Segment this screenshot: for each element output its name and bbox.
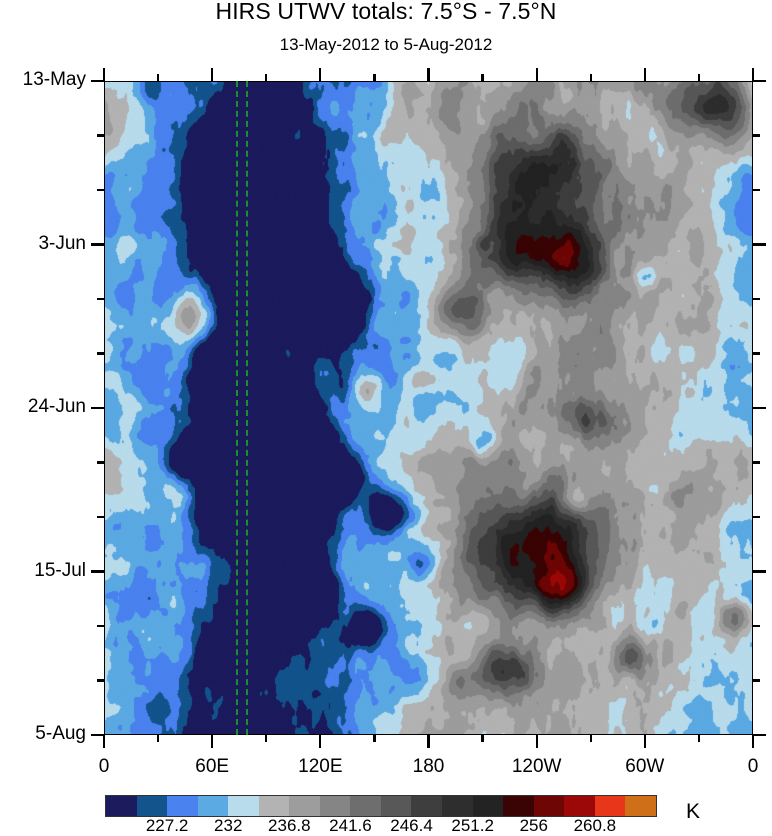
y-axis-major-tick xyxy=(91,570,104,573)
y-axis-minor-tick xyxy=(97,679,104,682)
x-axis-major-tick xyxy=(535,735,538,748)
x-axis-minor-tick-top xyxy=(697,74,700,81)
x-axis-major-tick xyxy=(211,735,214,748)
figure-subtitle: 13-May-2012 to 5-Aug-2012 xyxy=(279,35,493,54)
y-axis-tick-label: 13-May xyxy=(22,69,86,90)
x-axis-tick-label: 0 xyxy=(98,756,110,777)
x-axis-major-tick xyxy=(102,735,106,748)
colorbar-swatch[interactable] xyxy=(167,796,198,816)
x-axis-minor-tick xyxy=(697,735,700,742)
colorbar-swatch[interactable] xyxy=(564,796,595,816)
x-axis-tick-label: 120W xyxy=(511,756,562,777)
y-axis-major-tick-right xyxy=(753,733,766,737)
x-axis-tick-label: 0 xyxy=(747,756,759,777)
colorbar-tick-label: 227.2 xyxy=(145,816,189,835)
colorbar-swatch[interactable] xyxy=(350,796,381,816)
y-axis-major-tick-right xyxy=(753,570,766,573)
x-axis-minor-tick xyxy=(156,735,160,742)
x-axis-tick-label: 180 xyxy=(412,756,445,777)
y-axis-minor-tick xyxy=(97,461,104,464)
x-axis-minor-tick xyxy=(373,735,376,742)
y-axis-minor-tick-right xyxy=(753,624,760,628)
colorbar-swatch[interactable] xyxy=(228,796,259,816)
x-axis-minor-tick xyxy=(589,735,592,742)
colorbar-swatch[interactable] xyxy=(411,796,443,816)
colorbar-tick-label: 236.8 xyxy=(268,816,311,835)
x-axis-major-tick-top xyxy=(211,68,214,81)
colorbar-swatch[interactable] xyxy=(258,796,290,816)
y-axis-minor-tick-right xyxy=(753,134,760,137)
colorbar-swatch[interactable] xyxy=(594,796,626,816)
y-axis-major-tick-right xyxy=(753,406,766,410)
y-axis-major-tick xyxy=(91,733,104,737)
y-axis-minor-tick xyxy=(97,134,104,137)
y-axis-minor-tick-right xyxy=(753,461,760,464)
x-axis-minor-tick xyxy=(265,735,268,742)
x-axis-minor-tick-top xyxy=(373,74,376,81)
y-axis-minor-tick xyxy=(97,297,104,301)
y-axis-minor-tick-right xyxy=(753,679,760,682)
y-axis-major-tick xyxy=(91,243,104,246)
x-axis-tick-label: 60E xyxy=(195,756,230,777)
x-axis-major-tick-top xyxy=(102,68,106,81)
y-axis-minor-tick xyxy=(97,624,104,628)
colorbar[interactable] xyxy=(105,795,657,817)
page-title: HIRS UTWV totals: 7.5°S - 7.5°N xyxy=(215,0,557,24)
y-axis-minor-tick xyxy=(97,188,104,192)
x-axis-major-tick-top xyxy=(643,68,646,81)
y-axis-minor-tick-right xyxy=(753,515,760,519)
y-axis-major-tick-right xyxy=(753,243,766,246)
x-axis-minor-tick-top xyxy=(589,74,592,81)
y-axis-major-tick xyxy=(91,406,104,410)
colorbar-swatch[interactable] xyxy=(289,796,320,816)
x-axis-major-tick xyxy=(427,735,430,748)
y-axis-minor-tick xyxy=(97,515,104,519)
x-axis-minor-tick xyxy=(481,735,484,742)
colorbar-swatch[interactable] xyxy=(503,796,534,816)
x-axis-major-tick xyxy=(751,735,755,748)
meridian-dashed-line xyxy=(235,81,238,735)
colorbar-swatch[interactable] xyxy=(625,796,656,816)
x-axis-tick-label: 120E xyxy=(298,756,343,777)
colorbar-swatch[interactable] xyxy=(533,796,565,816)
colorbar-tick-label: 256 xyxy=(519,816,548,835)
colorbar-swatch[interactable] xyxy=(197,796,229,816)
colorbar-swatch[interactable] xyxy=(380,796,412,816)
x-axis-major-tick-top xyxy=(319,68,322,81)
y-axis-tick-label: 15-Jul xyxy=(34,559,86,581)
contour-field xyxy=(104,81,753,735)
x-axis-major-tick xyxy=(643,735,646,748)
y-axis-minor-tick-right xyxy=(753,352,760,355)
colorbar-swatch[interactable] xyxy=(442,796,473,816)
colorbar-tick-label: 232 xyxy=(214,816,243,835)
colorbar-swatch[interactable] xyxy=(319,796,351,816)
x-axis-minor-tick-top xyxy=(481,74,484,81)
meridian-dashed-line xyxy=(246,81,249,735)
x-axis-major-tick-top xyxy=(427,68,430,81)
y-axis-tick-label: 24-Jun xyxy=(27,396,86,417)
y-axis-minor-tick-right xyxy=(753,297,760,301)
colorbar-swatch[interactable] xyxy=(136,796,168,816)
x-axis-minor-tick-top xyxy=(265,74,268,81)
x-axis-major-tick-top xyxy=(535,68,538,81)
y-axis-major-tick-right xyxy=(753,79,766,83)
hovmoller-plot-area xyxy=(104,81,753,735)
x-axis-major-tick-top xyxy=(751,68,755,81)
colorbar-unit-label: K xyxy=(686,800,701,823)
colorbar-tick-label: 241.6 xyxy=(329,816,372,835)
x-axis-minor-tick-top xyxy=(156,74,160,81)
x-axis-major-tick xyxy=(319,735,322,748)
y-axis-minor-tick-right xyxy=(753,188,760,192)
y-axis-tick-label: 5-Aug xyxy=(35,723,86,744)
x-axis-tick-label: 60W xyxy=(625,756,665,777)
y-axis-minor-tick xyxy=(97,352,104,355)
colorbar-swatch[interactable] xyxy=(472,796,504,816)
colorbar-swatch[interactable] xyxy=(106,796,137,816)
colorbar-tick-label: 246.4 xyxy=(390,816,433,835)
colorbar-tick-label: 251.2 xyxy=(451,816,494,835)
y-axis-major-tick xyxy=(91,79,104,83)
y-axis-tick-label: 3-Jun xyxy=(38,232,86,254)
colorbar-tick-label: 260.8 xyxy=(573,816,617,835)
